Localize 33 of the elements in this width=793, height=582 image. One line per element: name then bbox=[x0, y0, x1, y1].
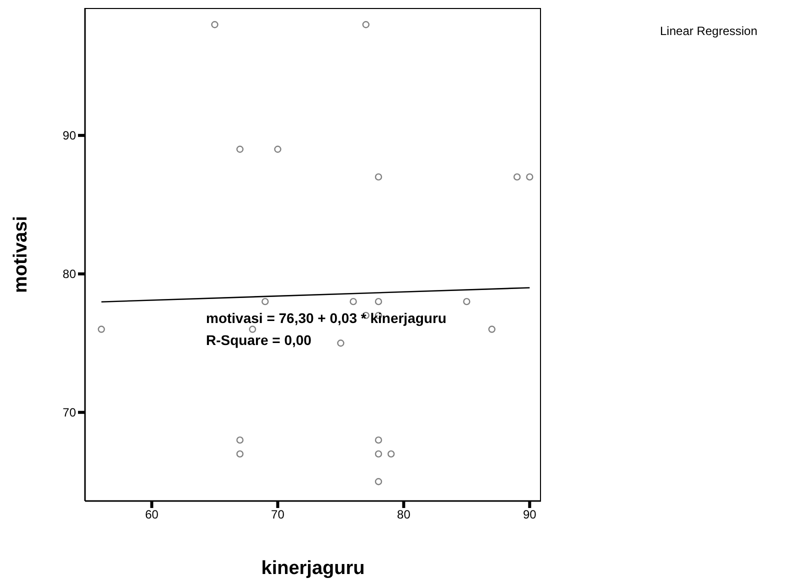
point bbox=[388, 450, 395, 458]
point bbox=[248, 326, 256, 333]
point bbox=[374, 450, 382, 458]
x-tick-label: 90 bbox=[522, 508, 537, 522]
point bbox=[236, 146, 244, 153]
point bbox=[374, 298, 382, 306]
point bbox=[526, 173, 534, 181]
point bbox=[362, 21, 370, 28]
point bbox=[374, 436, 382, 444]
text: Linear Regression bbox=[660, 24, 758, 38]
point bbox=[374, 478, 382, 486]
point bbox=[262, 298, 269, 306]
x-tick-label: 60 bbox=[145, 508, 159, 522]
point bbox=[374, 173, 382, 181]
annotation: R-Square = 0,00 bbox=[206, 332, 312, 348]
y-axis-title: motivasi bbox=[10, 216, 32, 294]
x-tick-label: 80 bbox=[397, 508, 411, 522]
y-tick-label: 70 bbox=[62, 406, 76, 420]
point bbox=[98, 326, 105, 333]
annotation: motivasi = 76,30 + 0,03 * kinerjaguru bbox=[206, 310, 446, 326]
point bbox=[236, 436, 244, 444]
point bbox=[513, 173, 521, 181]
x-tick-label: 70 bbox=[271, 508, 285, 522]
point bbox=[350, 298, 357, 306]
point bbox=[463, 298, 470, 306]
y-tick-label: 80 bbox=[62, 267, 76, 282]
y-tick-label: 90 bbox=[62, 128, 76, 143]
point bbox=[337, 340, 344, 347]
point bbox=[211, 21, 218, 28]
point bbox=[274, 146, 282, 153]
point bbox=[488, 326, 496, 333]
point bbox=[236, 450, 244, 458]
x-axis-title: kinerjaguru bbox=[261, 558, 365, 579]
